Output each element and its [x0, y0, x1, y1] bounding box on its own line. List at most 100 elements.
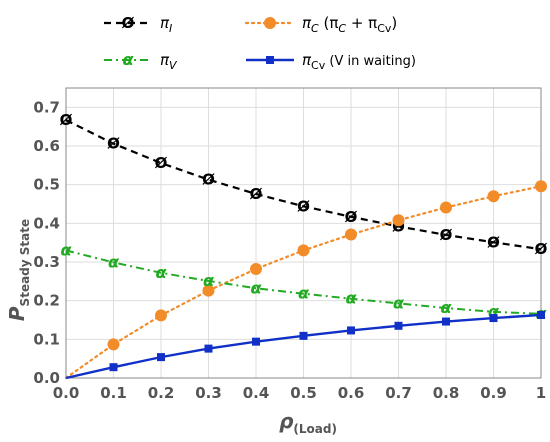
x-tick-label: 0.8	[433, 384, 460, 402]
y-tick-label: 0.2	[33, 292, 60, 310]
data-point-pi_V: α	[298, 284, 310, 303]
data-point-pi_Cv	[442, 317, 450, 326]
data-point-pi_I: Ø	[155, 154, 168, 172]
legend-item-pi_V: α πV	[104, 50, 178, 72]
data-point-pi_C	[440, 201, 452, 214]
data-point-pi_Cv	[347, 326, 355, 335]
svg-text:α: α	[441, 298, 453, 317]
legend-swatch-marker: α	[123, 50, 135, 69]
svg-text:Ø: Ø	[122, 14, 135, 32]
y-tick-labels: 0.0 0.1 0.2 0.3 0.4 0.5 0.6 0.7	[33, 98, 60, 387]
x-tick-label: 0.4	[243, 384, 270, 402]
svg-text:Ø: Ø	[297, 197, 310, 215]
x-tick-label: 1	[536, 384, 546, 402]
y-tick-label: 0.6	[33, 137, 60, 155]
data-point-pi_Cv	[489, 314, 498, 323]
data-point-pi_V: α	[61, 240, 73, 259]
plot-frame	[65, 87, 542, 379]
data-point-pi_C	[297, 244, 310, 257]
x-tick-labels: 0.0 0.1 0.2 0.3 0.4 0.5 0.6 0.7 0.8 0.9 1	[53, 384, 547, 402]
svg-text:α: α	[108, 252, 120, 271]
grid-lines	[65, 88, 542, 379]
data-point-pi_V: α	[203, 271, 215, 290]
legend-item-pi_C: πC (πC + πCv)	[244, 14, 397, 35]
legend-label: πCv (V in waiting)	[302, 51, 416, 72]
svg-text:Ø: Ø	[107, 135, 120, 153]
x-tick-label: 0.1	[100, 384, 127, 402]
legend-label: πV	[160, 51, 178, 72]
series-pi_V: ααααααααααα	[61, 240, 548, 322]
series-line-pi_V	[65, 249, 542, 315]
svg-text:α: α	[61, 240, 73, 259]
data-point-pi_C	[250, 262, 262, 275]
data-point-pi_Cv	[537, 310, 545, 319]
data-point-pi_I: Ø	[202, 171, 215, 189]
series-pi_C	[64, 180, 547, 380]
x-tick-label: 0.0	[53, 384, 80, 402]
x-axis-title: ρ(Load)	[279, 409, 337, 436]
y-tick-label: 0.0	[33, 369, 60, 387]
data-point-pi_I: Ø	[440, 226, 453, 244]
x-tick-label: 0.5	[290, 384, 317, 402]
data-point-pi_V: α	[251, 278, 263, 297]
legend-label: πC (πC + πCv)	[302, 14, 397, 35]
svg-text:α: α	[203, 271, 215, 290]
data-point-pi_C	[345, 228, 357, 241]
data-point-pi_I: Ø	[107, 135, 120, 153]
x-tick-label: 0.3	[195, 384, 222, 402]
svg-text:Ø: Ø	[155, 154, 168, 172]
svg-text:Ø: Ø	[250, 185, 263, 203]
svg-text:Ø: Ø	[535, 240, 548, 258]
legend-swatch-marker	[264, 17, 276, 29]
data-point-pi_C	[155, 309, 167, 322]
svg-text:Ø: Ø	[60, 111, 73, 129]
data-point-pi_I: Ø	[345, 208, 358, 226]
data-point-pi_Cv	[252, 337, 260, 346]
data-point-pi_V: α	[156, 263, 168, 282]
data-point-pi_C	[535, 180, 547, 193]
svg-text:Ø: Ø	[345, 208, 358, 226]
data-point-pi_I: Ø	[297, 197, 310, 215]
data-point-pi_I: Ø	[60, 111, 73, 129]
x-tick-label: 0.9	[480, 384, 507, 402]
y-axis-title: PSteady State	[5, 219, 32, 321]
legend-swatch-marker: Ø	[122, 14, 135, 32]
svg-text:Ø: Ø	[440, 226, 453, 244]
svg-text:Ø: Ø	[202, 171, 215, 189]
y-tick-label: 0.5	[33, 176, 60, 194]
x-tick-label: 0.2	[148, 384, 175, 402]
data-point-pi_Cv	[394, 321, 403, 330]
y-tick-label: 0.1	[33, 330, 60, 348]
series-layer: ØØØØØØØØØØØααααααααααα	[60, 111, 548, 380]
legend-swatch-marker	[266, 56, 274, 64]
series-pi_Cv	[65, 310, 545, 380]
data-point-pi_Cv	[109, 363, 118, 372]
svg-text:Ø: Ø	[487, 233, 500, 251]
x-tick-label: 0.7	[385, 384, 412, 402]
data-point-pi_C	[487, 190, 500, 203]
data-point-pi_I: Ø	[535, 240, 548, 258]
x-tick-label: 0.6	[338, 384, 365, 402]
data-point-pi_C	[107, 338, 120, 351]
data-point-pi_Cv	[299, 331, 308, 340]
data-point-pi_V: α	[346, 289, 358, 308]
data-point-pi_V: α	[441, 298, 453, 317]
data-point-pi_I: Ø	[250, 185, 263, 203]
y-tick-label: 0.4	[33, 214, 60, 232]
data-point-pi_C	[202, 284, 215, 297]
svg-text:α: α	[298, 284, 310, 303]
data-point-pi_Cv	[204, 344, 213, 353]
data-point-pi_V: α	[108, 252, 120, 271]
legend-item-pi_Cv: πCv (V in waiting)	[246, 51, 416, 72]
legend-label: πI	[160, 14, 172, 35]
data-point-pi_V: α	[393, 293, 405, 312]
svg-text:α: α	[251, 278, 263, 297]
y-tick-label: 0.3	[33, 253, 60, 271]
svg-text:α: α	[123, 50, 135, 69]
svg-text:α: α	[346, 289, 358, 308]
data-point-pi_I: Ø	[487, 233, 500, 251]
